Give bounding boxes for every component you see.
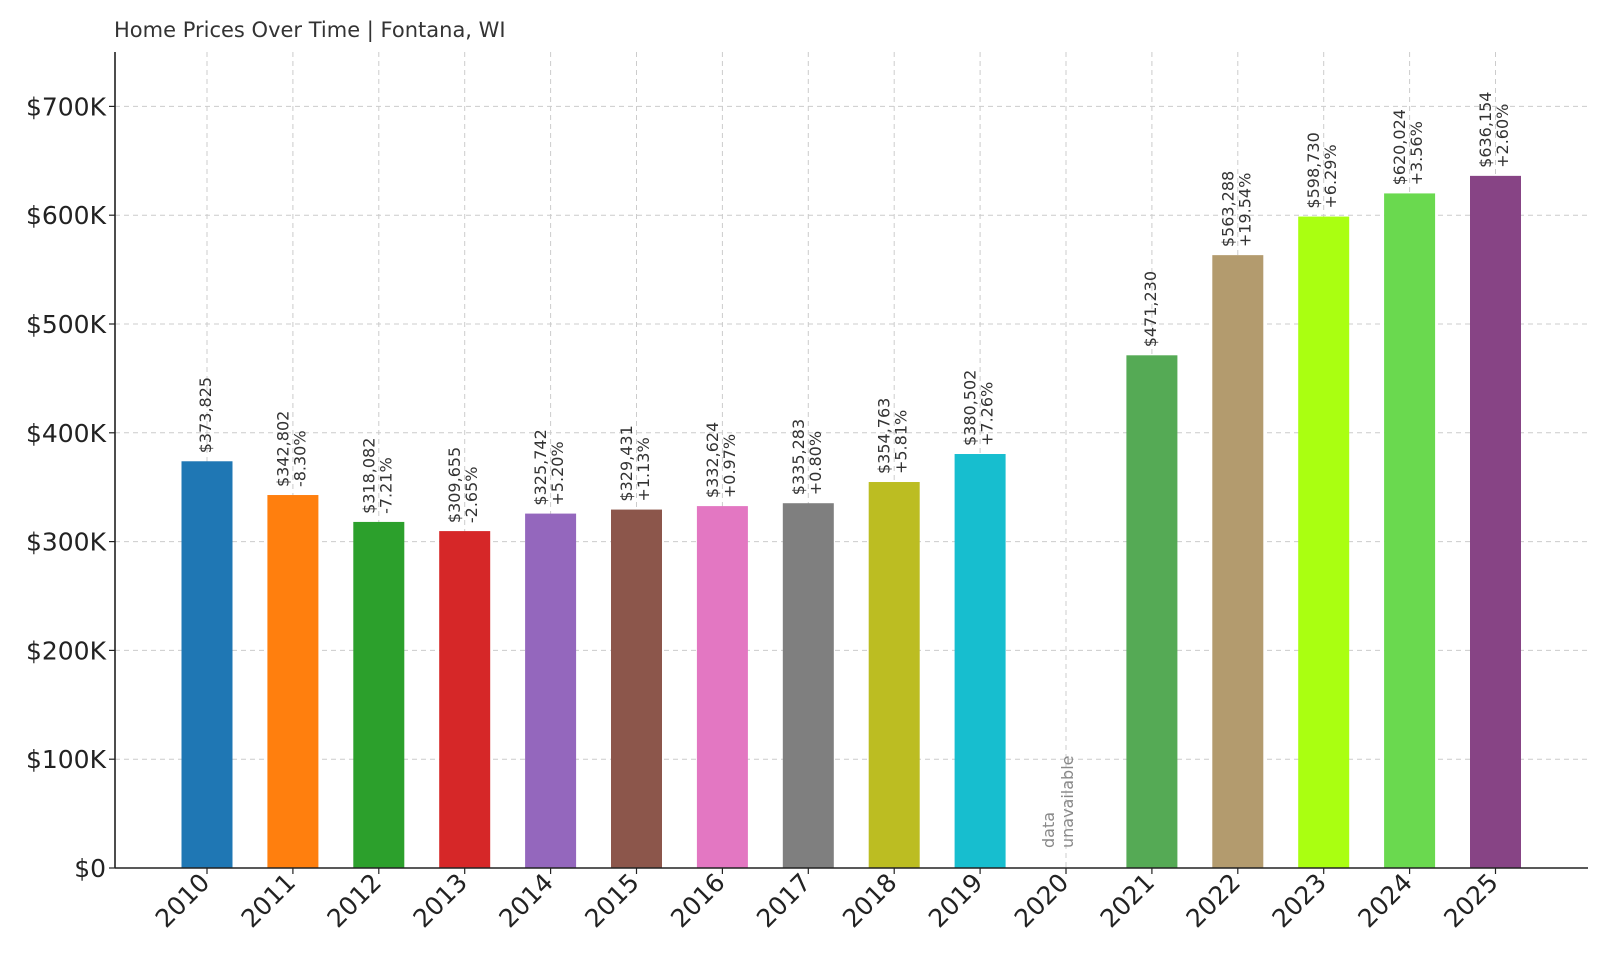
bar-change-label: +0.80% <box>806 431 825 495</box>
bar <box>954 454 1006 868</box>
bar-data-label: $598,730+6.29% <box>1304 132 1340 208</box>
bar <box>696 506 748 868</box>
bar-value-label: $325,742 <box>531 429 550 505</box>
x-tick-label: 2019 <box>923 868 988 933</box>
bar-data-label: $342,802-8.30% <box>273 411 309 487</box>
bar-data-label: $373,825 <box>196 377 215 453</box>
bar <box>525 513 577 868</box>
x-tick-label: 2023 <box>1266 868 1331 933</box>
bar-value-label: $563,288 <box>1218 171 1237 247</box>
missing-label-line: unavailable <box>1058 756 1077 849</box>
bar-value-label: $636,154 <box>1476 92 1495 168</box>
x-tick-label: 2021 <box>1095 868 1160 933</box>
x-tick-label: 2025 <box>1438 868 1503 933</box>
y-tick-label: $200K <box>26 636 107 665</box>
bar-value-label: $335,283 <box>789 419 808 495</box>
bar-data-label: $335,283+0.80% <box>789 419 825 495</box>
bar-value-label: $329,431 <box>617 425 636 501</box>
bar <box>1470 175 1521 868</box>
bar <box>267 495 319 868</box>
y-tick-label: $0 <box>74 854 106 883</box>
bar-change-label: +19.54% <box>1235 173 1254 247</box>
bar-data-label: $332,624+0.97% <box>703 422 739 498</box>
bar-change-label: +1.13% <box>634 437 653 501</box>
x-tick-label: 2024 <box>1352 868 1417 933</box>
bar-data-label: $329,431+1.13% <box>617 425 653 501</box>
y-tick-label: $400K <box>26 419 107 448</box>
bar-change-label: -7.21% <box>376 457 395 514</box>
bar-change-label: -2.65% <box>462 466 481 523</box>
x-tick-label: 2011 <box>236 868 301 933</box>
missing-data-label: data unavailable <box>1039 756 1077 849</box>
bar-value-label: $373,825 <box>196 377 215 453</box>
bar-value-label: $332,624 <box>703 422 722 498</box>
y-tick-label: $500K <box>26 310 107 339</box>
bar-value-label: $598,730 <box>1304 132 1323 208</box>
bar-value-label: $380,502 <box>961 370 980 446</box>
bar-data-label: $318,082-7.21% <box>359 438 395 514</box>
x-tick-label: 2014 <box>493 868 558 933</box>
x-tick-label: 2010 <box>150 868 215 933</box>
bar <box>868 482 920 868</box>
y-tick-label: $100K <box>26 745 107 774</box>
x-tick-label: 2013 <box>407 868 472 933</box>
bar <box>1298 216 1350 868</box>
y-tick-label: $300K <box>26 528 107 557</box>
bar-value-label: $318,082 <box>359 438 378 514</box>
bar-data-label: $636,154+2.60% <box>1476 92 1512 168</box>
bar-change-label: +5.81% <box>892 410 911 474</box>
y-tick-label: $700K <box>26 92 107 121</box>
bar <box>181 461 233 868</box>
x-tick-label: 2020 <box>1009 868 1074 933</box>
bar-value-label: $342,802 <box>273 411 292 487</box>
bar-data-label: $309,655-2.65% <box>445 447 481 523</box>
bar <box>1212 255 1264 869</box>
bar <box>782 503 834 868</box>
bar-change-label: +5.20% <box>548 441 567 505</box>
bar-value-label: $471,230 <box>1141 271 1160 347</box>
bar-change-label: -8.30% <box>290 430 309 487</box>
y-tick-label: $600K <box>26 201 107 230</box>
chart-title: Home Prices Over Time | Fontana, WI <box>114 18 506 42</box>
bar-value-label: $309,655 <box>445 447 464 523</box>
bar-value-label: $354,763 <box>875 398 894 474</box>
bar-change-label: +7.26% <box>978 382 997 446</box>
bar-change-label: +3.56% <box>1407 121 1426 185</box>
bar-data-label: $563,288+19.54% <box>1218 171 1254 247</box>
bar <box>1126 355 1178 868</box>
bar <box>439 531 491 868</box>
x-tick-label: 2022 <box>1181 868 1246 933</box>
x-tick-label: 2015 <box>579 868 644 933</box>
bar-value-label: $620,024 <box>1390 109 1409 185</box>
bar <box>353 521 405 868</box>
bar-change-label: +0.97% <box>720 434 739 498</box>
missing-label-line: data <box>1039 812 1058 848</box>
x-tick-label: 2018 <box>837 868 902 933</box>
bar-data-label: $380,502+7.26% <box>961 370 997 446</box>
bar <box>611 509 662 868</box>
bar-data-label: $620,024+3.56% <box>1390 109 1426 185</box>
bar-data-label: $354,763+5.81% <box>875 398 911 474</box>
x-tick-label: 2016 <box>665 868 730 933</box>
bar-data-label: $325,742+5.20% <box>531 429 567 505</box>
x-tick-label: 2017 <box>751 868 816 933</box>
x-tick-label: 2012 <box>322 868 387 933</box>
bar-data-label: $471,230 <box>1141 271 1160 347</box>
bar-change-label: +6.29% <box>1321 144 1340 208</box>
bar <box>1384 193 1436 869</box>
bar-change-label: +2.60% <box>1493 104 1512 168</box>
